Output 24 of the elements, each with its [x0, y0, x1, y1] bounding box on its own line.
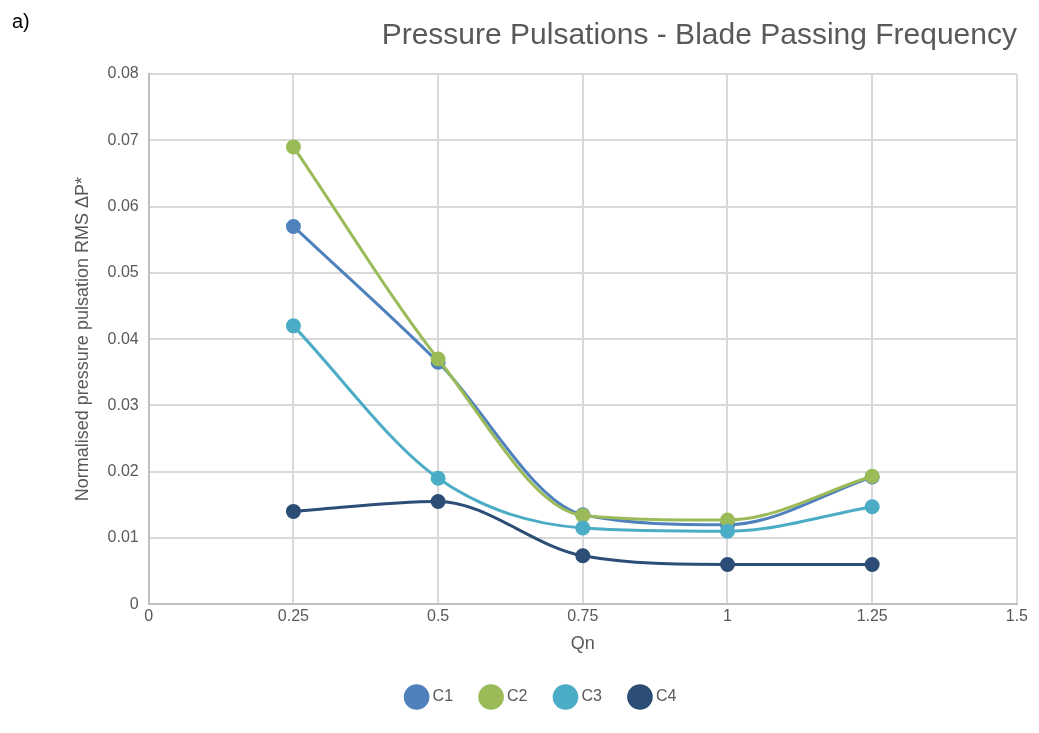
- x-tick-label: 1.25: [856, 607, 888, 625]
- x-tick-label: 1: [723, 607, 733, 625]
- y-axis-title: Normalised pressure pulsation RMS ΔP*: [71, 177, 92, 502]
- x-tick-label: 0.75: [567, 607, 599, 625]
- legend-label: C3: [581, 687, 603, 705]
- y-tick-label: 0.02: [107, 462, 139, 480]
- x-tick-label: 1.5: [1005, 607, 1029, 625]
- legend-label: C2: [507, 687, 528, 705]
- y-tick-label: 0.07: [107, 130, 139, 148]
- chart-title: Pressure Pulsations - Blade Passing Frequency: [381, 17, 1017, 51]
- y-tick-label: 0.05: [107, 263, 139, 281]
- y-tick-label: 0.08: [107, 64, 139, 82]
- y-tick-label: 0.01: [107, 528, 139, 546]
- x-tick-label: 0.5: [427, 607, 450, 625]
- x-axis-title: Qn: [570, 633, 595, 654]
- x-tick-label: 0.25: [277, 607, 310, 625]
- text: a): [12, 9, 30, 32]
- x-tick-label: 0: [144, 607, 154, 625]
- legend-label: C4: [655, 687, 677, 705]
- y-tick-label: 0: [129, 594, 139, 612]
- y-tick-label: 0.03: [107, 395, 139, 413]
- y-tick-label: 0.04: [107, 329, 139, 347]
- y-tick-label: 0.06: [107, 196, 139, 214]
- legend-label: C1: [432, 687, 454, 705]
